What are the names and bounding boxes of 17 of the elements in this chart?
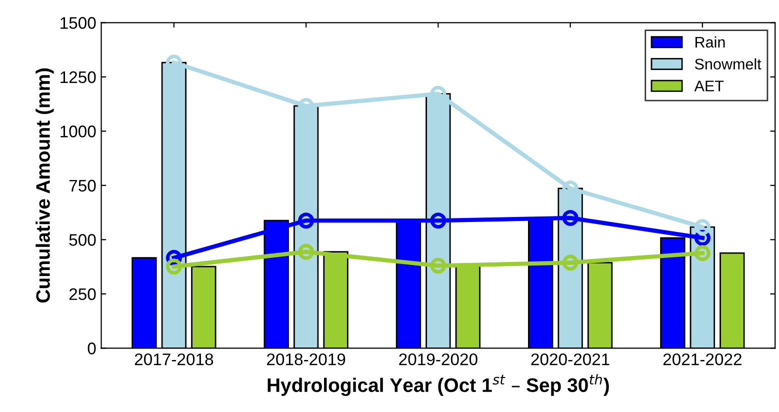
x-tick-label: 2019-2020 (399, 353, 478, 366)
y-tick-label: 750 (69, 180, 96, 192)
x-tick-label: 2018-2019 (267, 353, 346, 366)
y-axis-title: Cumulative Amount (mm) (36, 68, 54, 303)
y-tick-label: 1000 (60, 126, 96, 138)
x-tick-label: 2020-2021 (531, 353, 610, 366)
y-tick-label: 250 (69, 288, 96, 300)
legend-label: Snowmelt (694, 58, 762, 70)
y-tick-label: 1500 (60, 17, 96, 29)
x-tick-label: 2017-2018 (134, 353, 214, 366)
legend-label: AET (694, 80, 724, 92)
x-tick-label: 2021-2022 (663, 353, 742, 366)
y-tick-label: 0 (88, 342, 96, 354)
y-tick-label: 500 (69, 234, 96, 246)
y-tick-label: 1250 (60, 71, 96, 84)
x-axis-title: Hydrological Year (Oct 1$^{st}$ – Sep 30$^{th}$) (268, 374, 609, 396)
legend-label: Rain (696, 36, 725, 48)
